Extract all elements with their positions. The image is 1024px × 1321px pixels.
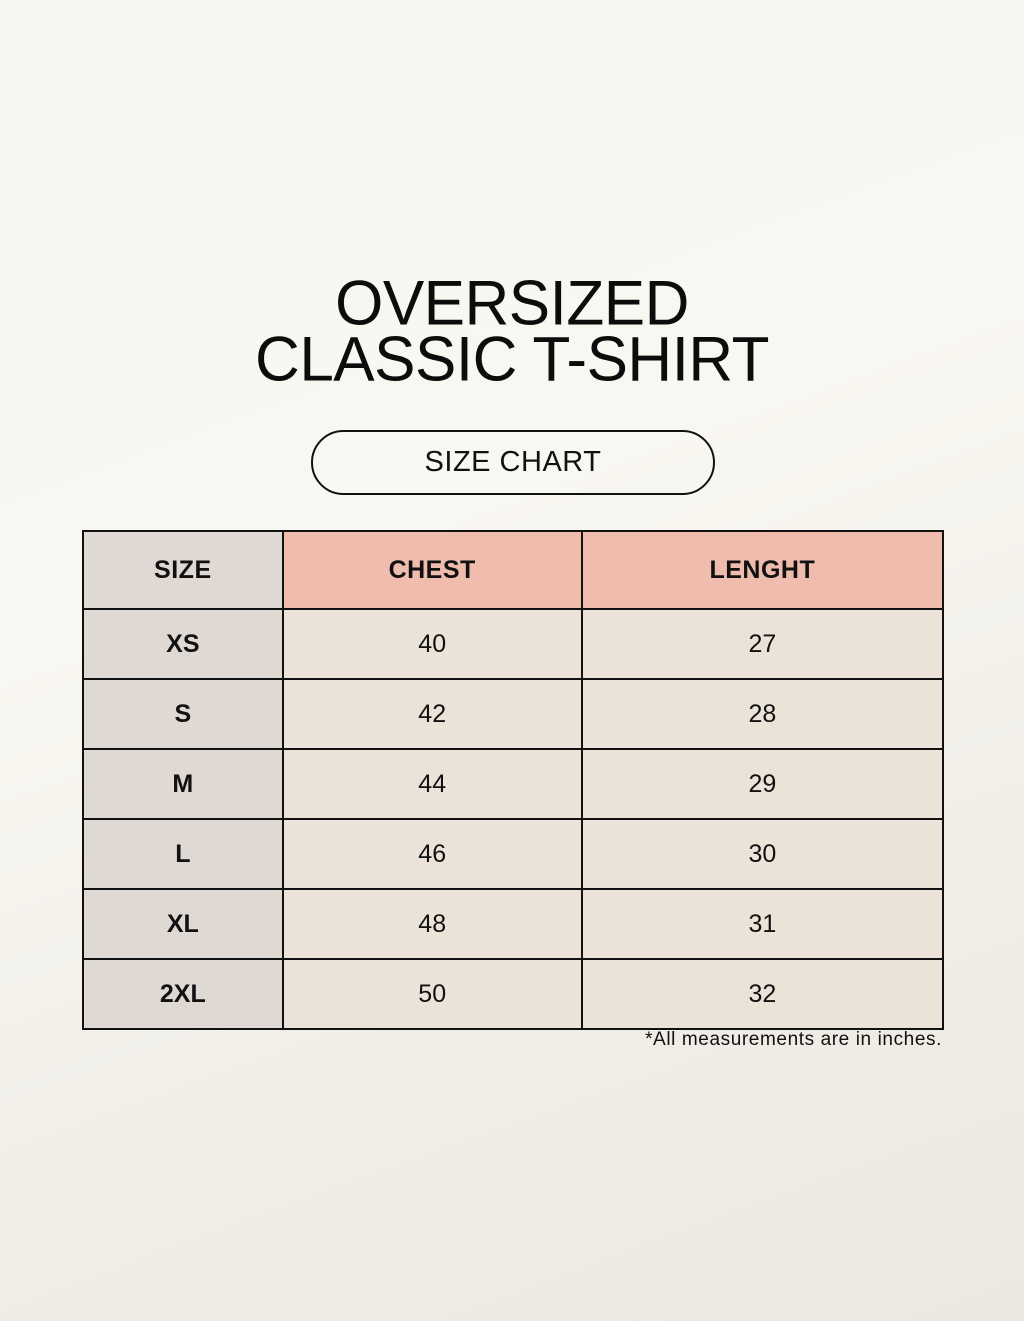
size-table: SIZE CHEST LENGHT XS 40 27 S 42 28 M 44 29 L 46 30 X…: [82, 530, 945, 1030]
header-size: SIZE: [82, 530, 284, 610]
size-chart-badge: SIZE CHART: [311, 430, 715, 495]
cell-length: 27: [580, 608, 945, 680]
cell-size: M: [82, 748, 284, 820]
cell-length: 31: [580, 888, 945, 960]
cell-size: S: [82, 678, 284, 750]
table-row: M 44 29: [82, 748, 945, 820]
table-row: L 46 30: [82, 818, 945, 890]
cell-size: L: [82, 818, 284, 890]
cell-size: XL: [82, 888, 284, 960]
cell-chest: 46: [281, 818, 583, 890]
cell-chest: 50: [281, 958, 583, 1030]
header-chest: CHEST: [281, 530, 583, 610]
cell-chest: 44: [281, 748, 583, 820]
cell-length: 29: [580, 748, 945, 820]
measurement-note: *All measurements are in inches.: [645, 1029, 942, 1050]
cell-chest: 48: [281, 888, 583, 960]
table-row: XS 40 27: [82, 608, 945, 680]
cell-chest: 42: [281, 678, 583, 750]
table-row: XL 48 31: [82, 888, 945, 960]
cell-chest: 40: [281, 608, 583, 680]
page-title: OVERSIZED CLASSIC T-SHIRT: [0, 268, 1024, 395]
title-line-1: OVERSIZED: [335, 268, 689, 339]
table-header-row: SIZE CHEST LENGHT: [82, 530, 945, 610]
cell-length: 28: [580, 678, 945, 750]
table-row: 2XL 50 32: [82, 958, 945, 1030]
cell-length: 32: [580, 958, 945, 1030]
cell-size: 2XL: [82, 958, 284, 1030]
title-line-2: CLASSIC T-SHIRT: [255, 324, 769, 395]
header-length: LENGHT: [580, 530, 945, 610]
cell-size: XS: [82, 608, 284, 680]
cell-length: 30: [580, 818, 945, 890]
table-row: S 42 28: [82, 678, 945, 750]
